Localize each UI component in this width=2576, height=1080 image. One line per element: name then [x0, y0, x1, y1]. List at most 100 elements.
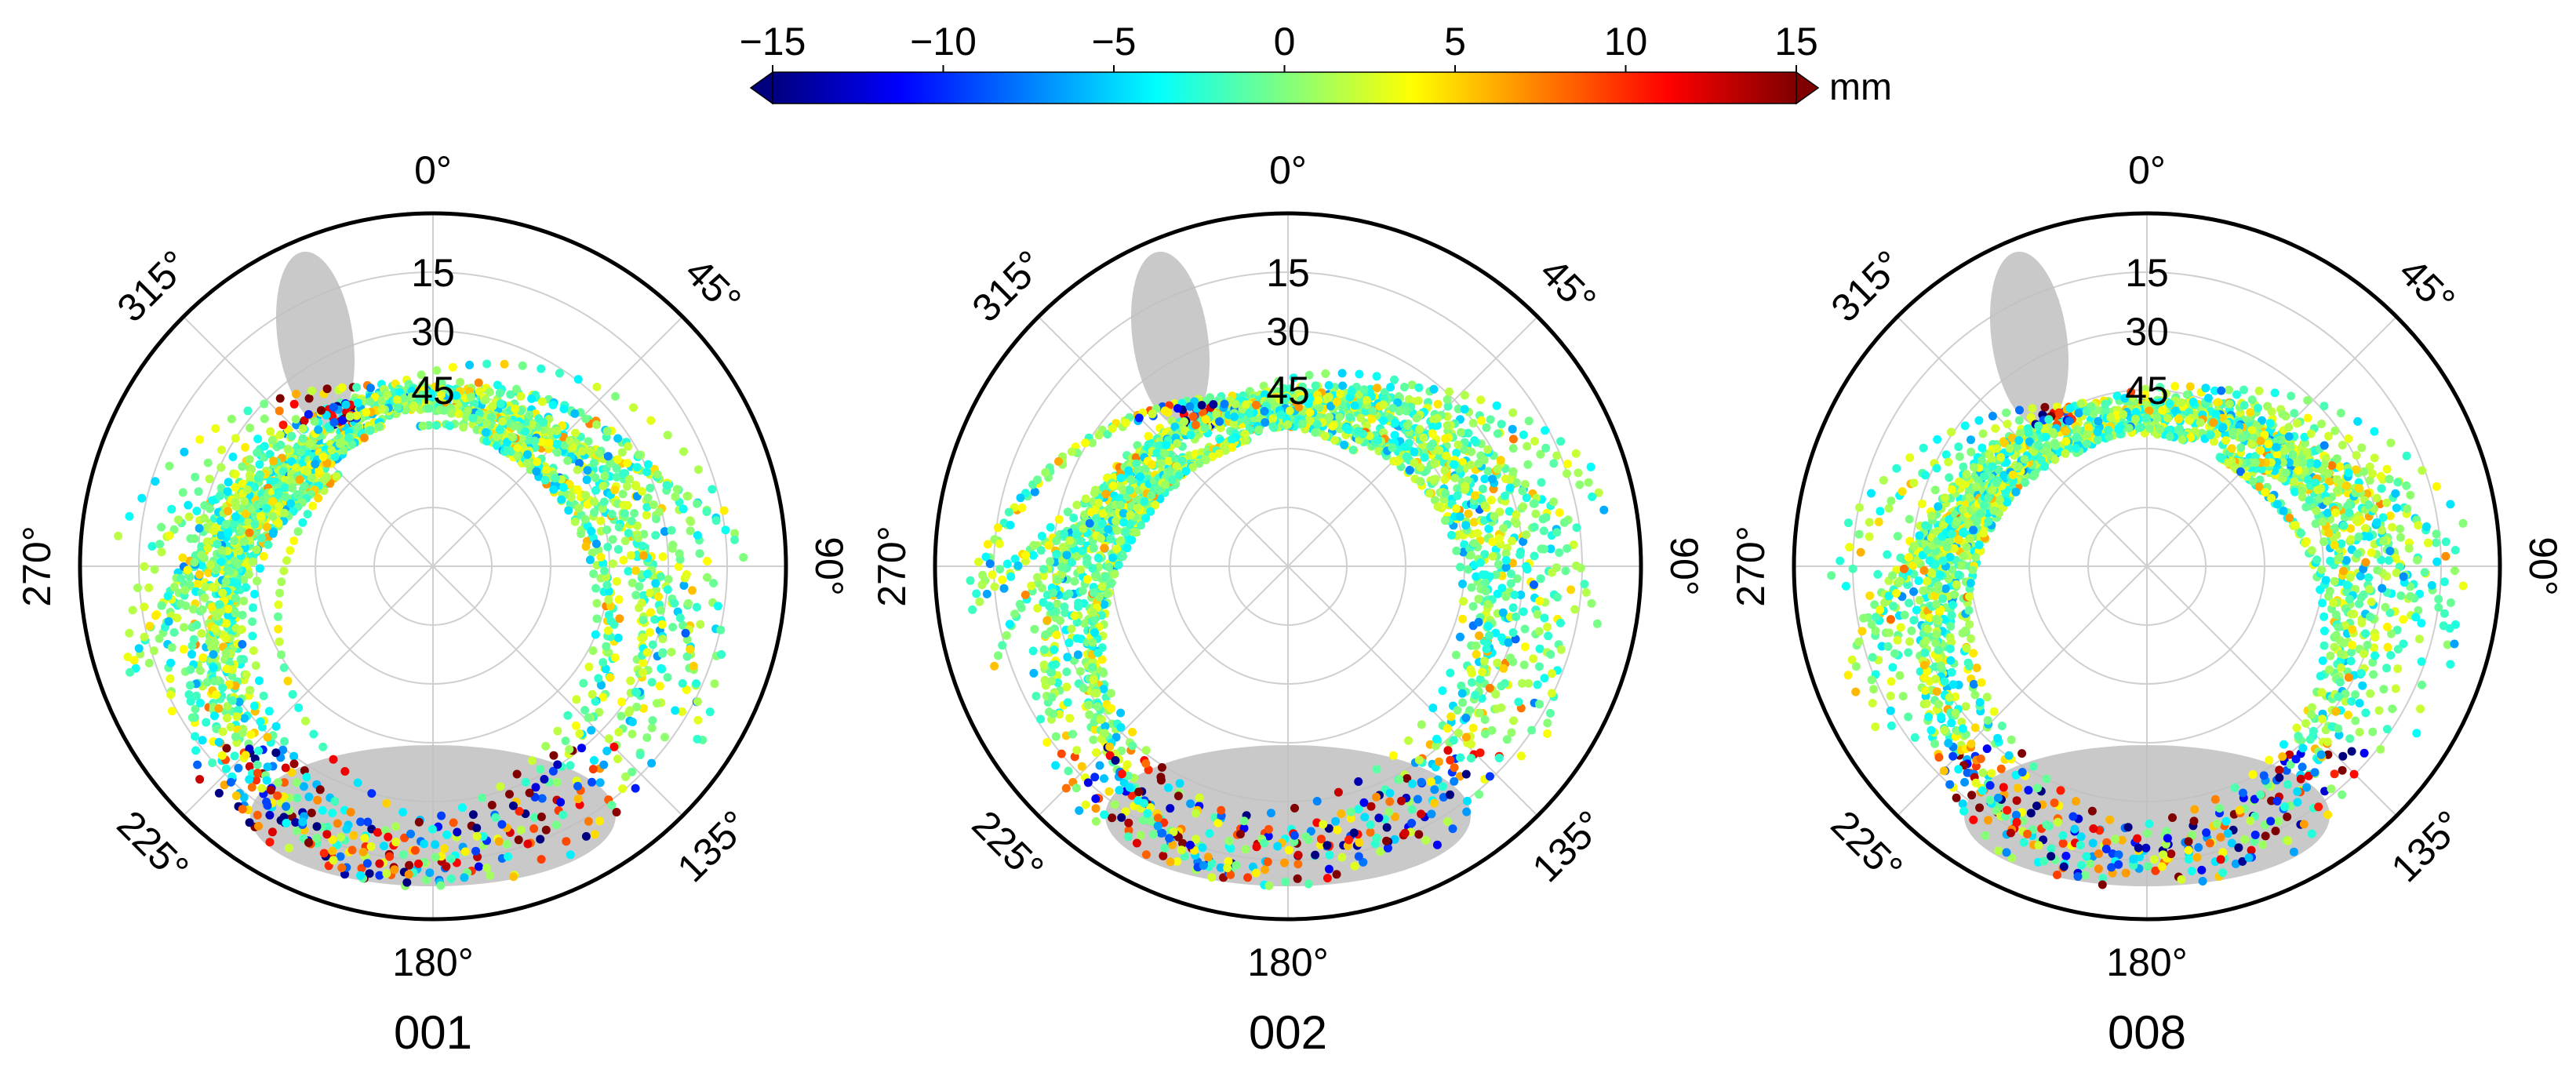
- residual-point: [1520, 624, 1530, 634]
- residual-point: [558, 432, 568, 442]
- residual-point: [1208, 452, 1217, 461]
- residual-point: [1241, 400, 1250, 409]
- residual-point: [1530, 499, 1539, 508]
- residual-point: [1263, 857, 1272, 867]
- residual-point: [504, 852, 513, 861]
- residual-point: [263, 733, 272, 742]
- residual-point: [1239, 816, 1249, 826]
- residual-point: [1161, 480, 1170, 489]
- residual-point: [302, 773, 311, 782]
- residual-point: [366, 842, 376, 851]
- residual-point: [407, 392, 417, 402]
- residual-point: [1032, 573, 1042, 582]
- residual-point: [551, 474, 560, 483]
- residual-point: [1446, 712, 1456, 722]
- residual-point: [247, 783, 257, 792]
- residual-point: [235, 547, 244, 555]
- residual-point: [2388, 704, 2397, 714]
- residual-point: [1559, 518, 1569, 527]
- residual-point: [482, 864, 492, 872]
- residual-point: [680, 573, 689, 583]
- residual-point: [209, 637, 219, 646]
- residual-point: [1041, 630, 1050, 639]
- residual-point: [308, 501, 318, 511]
- residual-point: [1057, 749, 1066, 758]
- residual-point: [327, 445, 337, 455]
- residual-point: [1388, 443, 1397, 453]
- residual-point: [664, 575, 673, 584]
- residual-point: [216, 445, 226, 455]
- residual-point: [202, 718, 211, 727]
- residual-point: [1186, 799, 1195, 809]
- residual-point: [618, 489, 628, 499]
- residual-point: [1382, 836, 1391, 845]
- residual-point: [627, 516, 636, 525]
- residual-point: [635, 582, 644, 591]
- residual-point: [1440, 434, 1450, 443]
- residual-point: [1457, 427, 1465, 437]
- residual-point: [1315, 403, 1324, 413]
- residual-point: [1224, 836, 1234, 845]
- residual-point: [1144, 431, 1153, 441]
- residual-point: [352, 411, 362, 420]
- residual-point: [125, 511, 134, 521]
- residual-point: [255, 460, 264, 469]
- residual-point: [1523, 442, 1532, 451]
- residual-point: [328, 809, 337, 818]
- residual-point: [1512, 510, 1521, 519]
- residual-point: [610, 485, 620, 495]
- residual-point: [1152, 448, 1162, 457]
- residual-point: [1417, 777, 1426, 787]
- residual-point: [651, 531, 660, 540]
- residual-point: [1289, 373, 1298, 383]
- residual-point: [481, 395, 490, 405]
- residual-point: [1052, 536, 1061, 546]
- residual-point: [599, 760, 609, 769]
- residual-point: [197, 542, 206, 551]
- residual-point: [1260, 838, 1269, 848]
- residual-point: [1110, 800, 1119, 809]
- residual-point: [600, 566, 609, 576]
- residual-point: [1070, 611, 1079, 620]
- residual-point: [216, 531, 226, 540]
- residual-point: [1366, 820, 1375, 829]
- residual-point: [1159, 851, 1168, 860]
- residual-point: [600, 471, 609, 481]
- residual-point: [248, 631, 257, 641]
- residual-point: [1535, 700, 1544, 709]
- residual-point: [1115, 500, 1125, 510]
- residual-point: [1185, 840, 1195, 849]
- residual-point: [1141, 464, 1151, 473]
- residual-point: [281, 493, 290, 502]
- residual-point: [149, 646, 158, 656]
- residual-point: [1970, 690, 1980, 700]
- residual-point: [1383, 843, 1392, 853]
- residual-point: [231, 502, 241, 511]
- residual-point: [1311, 850, 1320, 860]
- residual-point: [432, 365, 442, 375]
- residual-point: [209, 676, 219, 685]
- residual-point: [1555, 508, 1564, 518]
- residual-point: [1097, 533, 1105, 543]
- azimuth-label: 0°: [1269, 148, 1307, 192]
- residual-point: [527, 756, 537, 765]
- residual-point: [663, 673, 672, 682]
- residual-point: [1281, 877, 1290, 886]
- residual-point: [164, 616, 173, 626]
- residual-point: [315, 466, 324, 475]
- residual-point: [1488, 475, 1497, 484]
- residual-point: [221, 634, 231, 643]
- residual-point: [657, 664, 666, 673]
- residual-point: [478, 793, 486, 802]
- residual-point: [1137, 831, 1145, 840]
- residual-point: [487, 801, 497, 809]
- residual-point: [1078, 586, 1087, 595]
- residual-point: [537, 855, 546, 864]
- residual-point: [1443, 421, 1452, 430]
- residual-point: [610, 653, 620, 662]
- residual-point: [1571, 449, 1581, 458]
- residual-point: [140, 602, 149, 612]
- residual-point: [1028, 646, 1038, 656]
- residual-point: [1088, 638, 1097, 647]
- residual-point: [1093, 553, 1103, 562]
